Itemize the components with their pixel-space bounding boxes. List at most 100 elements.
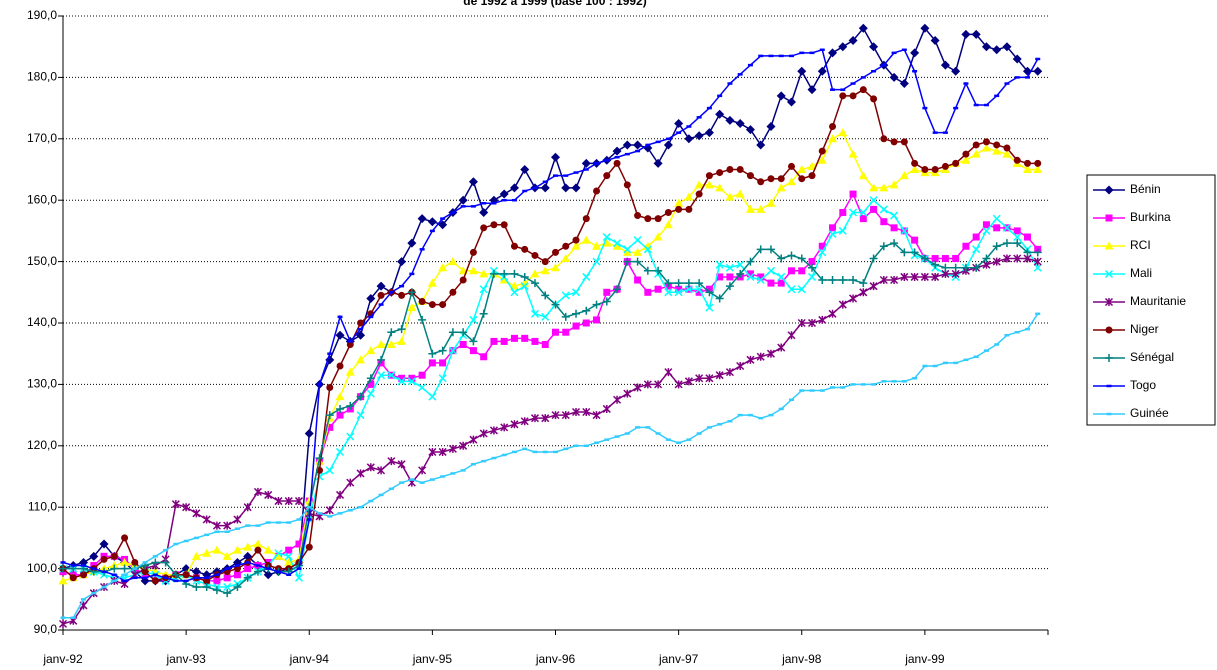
point-marker <box>427 278 437 287</box>
point-marker <box>613 395 622 404</box>
point-marker <box>561 254 571 263</box>
point-marker <box>366 346 376 355</box>
point-marker <box>746 172 754 180</box>
point-marker <box>459 441 468 450</box>
point-marker <box>838 226 847 235</box>
point-marker <box>151 577 159 585</box>
point-marker <box>336 404 345 413</box>
point-marker <box>838 300 847 309</box>
point-marker <box>869 183 879 192</box>
point-marker <box>695 190 703 198</box>
point-marker <box>120 557 130 566</box>
point-marker <box>972 233 980 241</box>
point-marker <box>602 238 612 247</box>
point-marker <box>684 134 694 144</box>
point-marker <box>931 166 939 173</box>
point-marker <box>428 359 436 367</box>
point-marker <box>807 272 817 281</box>
point-marker <box>233 565 241 573</box>
point-marker <box>582 272 591 281</box>
point-marker <box>182 571 190 579</box>
point-marker <box>427 217 437 227</box>
point-marker <box>274 497 283 506</box>
point-marker <box>346 478 355 487</box>
point-marker <box>540 266 550 275</box>
point-marker <box>223 589 232 598</box>
point-marker <box>357 319 365 327</box>
point-marker <box>161 558 170 567</box>
point-marker <box>1023 159 1031 167</box>
point-marker <box>192 583 201 592</box>
point-marker <box>468 266 478 275</box>
point-marker <box>910 272 919 281</box>
point-marker <box>890 211 899 220</box>
legend-marker <box>1105 214 1113 222</box>
point-marker <box>684 192 694 201</box>
point-marker <box>633 383 642 392</box>
point-marker <box>335 330 345 340</box>
legend-label: RCI <box>1130 238 1151 252</box>
point-marker <box>685 205 693 213</box>
point-marker <box>232 545 242 554</box>
point-marker <box>920 23 930 33</box>
point-marker <box>398 374 406 382</box>
legend-marker <box>1105 326 1113 334</box>
point-marker <box>336 411 344 419</box>
point-marker <box>777 272 786 281</box>
point-marker <box>572 236 580 244</box>
point-marker <box>377 371 386 380</box>
point-marker <box>910 165 920 173</box>
series-line <box>63 242 1038 594</box>
point-marker <box>766 122 776 132</box>
point-marker <box>828 229 837 239</box>
point-marker <box>469 435 478 444</box>
point-marker <box>900 226 909 235</box>
point-marker <box>849 294 858 303</box>
point-marker <box>418 383 427 392</box>
point-marker <box>366 293 376 303</box>
y-tick-label: 150,0 <box>27 254 57 268</box>
point-marker <box>418 371 426 379</box>
series-line <box>63 199 1039 588</box>
point-marker <box>326 383 334 391</box>
point-marker <box>643 380 652 389</box>
point-marker <box>654 215 662 223</box>
point-marker <box>736 166 744 173</box>
point-marker <box>131 558 139 566</box>
point-marker <box>561 312 570 321</box>
point-marker <box>838 128 848 137</box>
point-marker <box>294 497 304 506</box>
legend-marker <box>1104 241 1114 250</box>
point-marker <box>448 444 457 453</box>
point-marker <box>787 251 796 260</box>
point-marker <box>777 175 785 183</box>
point-marker <box>582 215 590 223</box>
point-marker <box>1002 239 1011 248</box>
point-marker <box>100 555 108 563</box>
point-marker <box>530 309 540 318</box>
point-marker <box>366 374 375 383</box>
point-marker <box>356 330 366 340</box>
point-marker <box>797 285 806 294</box>
point-marker <box>428 392 437 401</box>
point-marker <box>1003 144 1011 152</box>
point-marker <box>510 269 519 278</box>
point-marker <box>593 187 601 195</box>
point-marker <box>777 343 786 352</box>
point-marker <box>438 447 447 456</box>
point-marker <box>828 134 838 143</box>
point-marker <box>1002 223 1011 232</box>
point-marker <box>695 285 704 294</box>
point-marker <box>356 355 366 364</box>
point-marker <box>705 303 714 312</box>
point-marker <box>849 208 858 217</box>
chart-title: de 1992 à 1999 (base 100 : 1992) <box>463 0 646 8</box>
point-marker <box>428 447 437 456</box>
point-marker <box>889 72 899 82</box>
point-marker <box>695 279 704 288</box>
y-tick-label: 170,0 <box>27 131 57 145</box>
point-marker <box>972 263 981 272</box>
point-marker <box>284 552 293 561</box>
point-marker <box>480 224 488 232</box>
point-marker <box>715 183 725 192</box>
